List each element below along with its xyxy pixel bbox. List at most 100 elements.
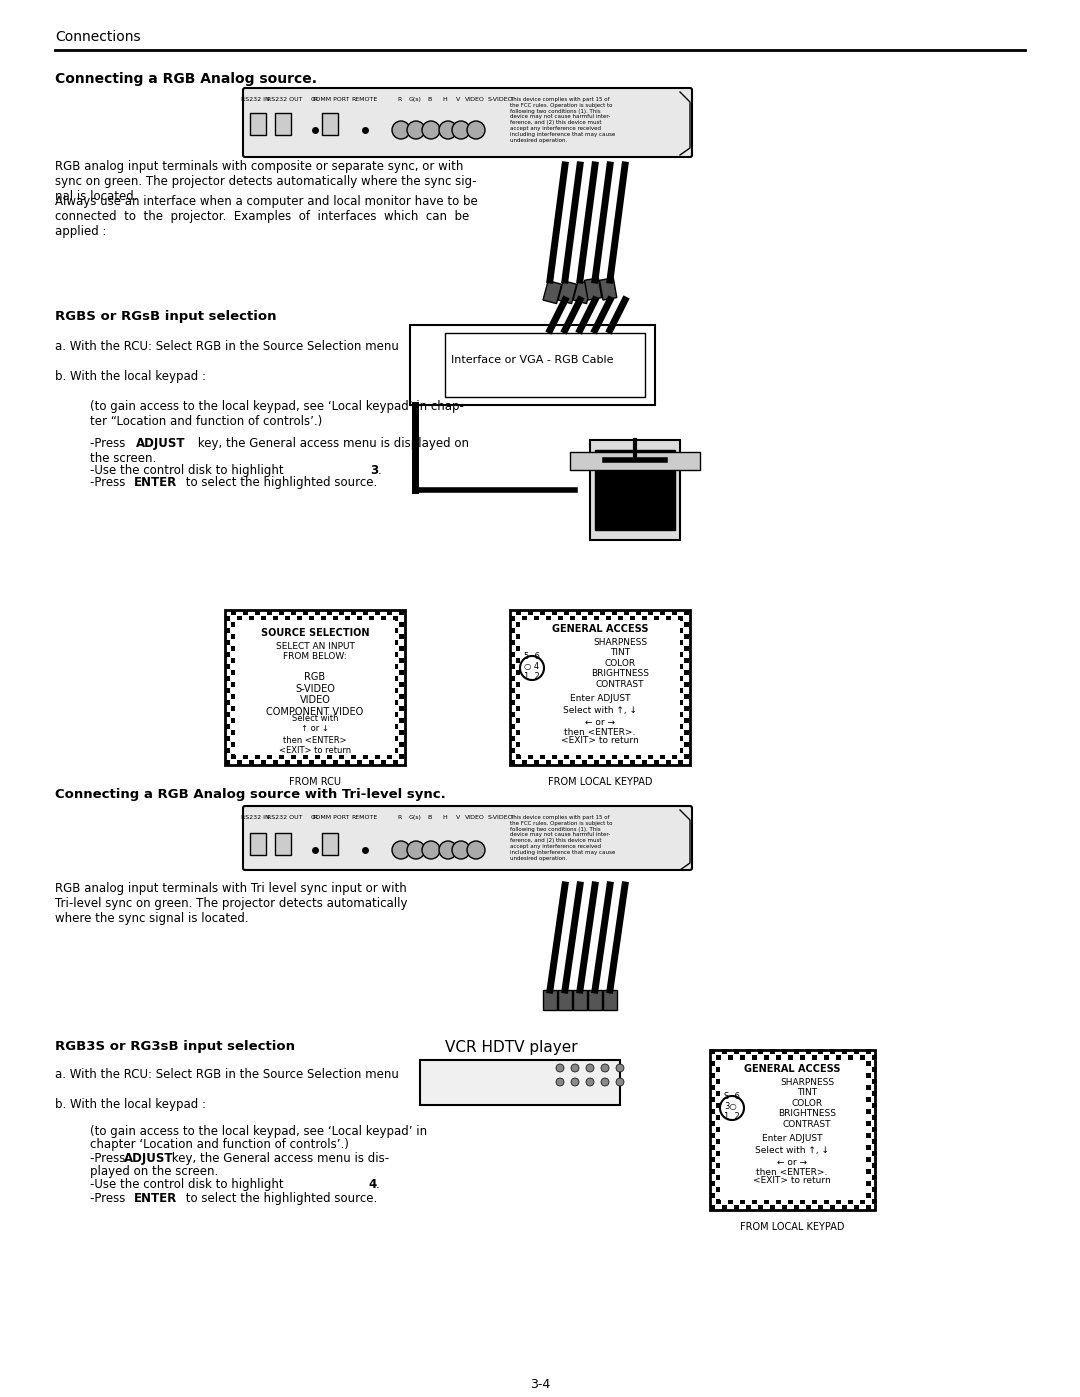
Bar bbox=[684, 658, 689, 664]
Text: to select the highlighted source.: to select the highlighted source. bbox=[183, 476, 377, 489]
Bar bbox=[339, 671, 345, 675]
Bar bbox=[710, 1169, 715, 1173]
Bar bbox=[303, 682, 308, 687]
Bar bbox=[339, 658, 345, 664]
Bar bbox=[534, 760, 539, 766]
Bar bbox=[588, 610, 593, 615]
Bar bbox=[758, 1157, 762, 1162]
Bar bbox=[672, 754, 677, 759]
Bar bbox=[710, 1133, 715, 1139]
Bar bbox=[225, 664, 230, 669]
Bar bbox=[297, 712, 302, 717]
Bar bbox=[297, 640, 302, 645]
Bar bbox=[624, 658, 629, 664]
Bar bbox=[660, 658, 665, 664]
Bar bbox=[558, 640, 563, 645]
Bar bbox=[860, 1104, 865, 1108]
Bar bbox=[339, 610, 345, 615]
Bar bbox=[363, 622, 368, 627]
Text: 3: 3 bbox=[370, 464, 378, 476]
Bar bbox=[672, 634, 677, 638]
Bar bbox=[734, 1157, 739, 1162]
Bar bbox=[777, 1115, 781, 1120]
Bar bbox=[600, 742, 605, 747]
Bar bbox=[716, 1127, 721, 1132]
Bar bbox=[818, 1180, 823, 1186]
Bar bbox=[522, 664, 527, 669]
Circle shape bbox=[600, 1065, 609, 1071]
Bar bbox=[510, 652, 515, 657]
Bar bbox=[588, 658, 593, 664]
Bar bbox=[642, 629, 647, 633]
Text: Enter ADJUST: Enter ADJUST bbox=[761, 1134, 822, 1143]
Bar bbox=[854, 1206, 859, 1210]
Bar bbox=[315, 671, 320, 675]
Bar bbox=[612, 610, 617, 615]
Bar bbox=[866, 1146, 870, 1150]
Bar bbox=[710, 1051, 875, 1210]
Bar bbox=[273, 676, 278, 680]
Bar bbox=[267, 718, 272, 724]
Text: Connecting a RGB Analog source.: Connecting a RGB Analog source. bbox=[55, 73, 318, 87]
Bar bbox=[782, 1085, 787, 1090]
Bar bbox=[225, 747, 230, 753]
Bar bbox=[818, 1133, 823, 1139]
Bar bbox=[746, 1193, 751, 1199]
Bar bbox=[723, 1097, 727, 1102]
Bar bbox=[723, 1109, 727, 1113]
Bar bbox=[570, 687, 575, 693]
Bar bbox=[788, 1091, 793, 1097]
Bar bbox=[630, 664, 635, 669]
Bar bbox=[630, 687, 635, 693]
Bar bbox=[552, 694, 557, 698]
Bar bbox=[854, 1146, 859, 1150]
Bar bbox=[321, 736, 326, 740]
Bar bbox=[410, 326, 654, 405]
Bar bbox=[740, 1078, 745, 1084]
Bar bbox=[552, 622, 557, 627]
Bar bbox=[842, 1180, 847, 1186]
Bar bbox=[866, 1073, 870, 1078]
Bar bbox=[528, 718, 534, 724]
Bar bbox=[345, 712, 350, 717]
Bar bbox=[528, 694, 534, 698]
Bar bbox=[636, 742, 642, 747]
Bar bbox=[315, 731, 320, 735]
Bar bbox=[534, 640, 539, 645]
Bar bbox=[546, 747, 551, 753]
Bar bbox=[516, 645, 521, 651]
Bar bbox=[648, 658, 653, 664]
Bar bbox=[788, 1199, 793, 1204]
Text: This device complies with part 15 of
the FCC rules. Operation is subject to
foll: This device complies with part 15 of the… bbox=[510, 814, 616, 861]
Bar bbox=[777, 1091, 781, 1097]
Bar bbox=[445, 332, 645, 397]
Bar bbox=[723, 1133, 727, 1139]
Bar bbox=[636, 671, 642, 675]
Bar bbox=[848, 1162, 853, 1168]
Bar bbox=[393, 616, 399, 622]
Bar bbox=[279, 622, 284, 627]
Bar bbox=[249, 629, 254, 633]
Bar bbox=[678, 747, 683, 753]
Bar bbox=[666, 747, 671, 753]
Bar bbox=[872, 1091, 877, 1097]
Circle shape bbox=[586, 1078, 594, 1085]
Bar bbox=[564, 718, 569, 724]
Bar bbox=[872, 1175, 877, 1180]
Bar bbox=[261, 724, 266, 729]
Bar bbox=[630, 712, 635, 717]
Bar bbox=[806, 1146, 811, 1150]
Bar bbox=[654, 736, 659, 740]
Bar bbox=[630, 724, 635, 729]
Bar bbox=[788, 1175, 793, 1180]
Bar bbox=[848, 1187, 853, 1192]
Bar bbox=[255, 645, 260, 651]
Bar bbox=[582, 629, 588, 633]
Bar bbox=[369, 700, 374, 705]
Bar bbox=[363, 731, 368, 735]
Bar bbox=[522, 687, 527, 693]
Bar bbox=[321, 760, 326, 766]
Bar bbox=[345, 700, 350, 705]
Bar bbox=[594, 652, 599, 657]
Bar bbox=[225, 610, 405, 766]
